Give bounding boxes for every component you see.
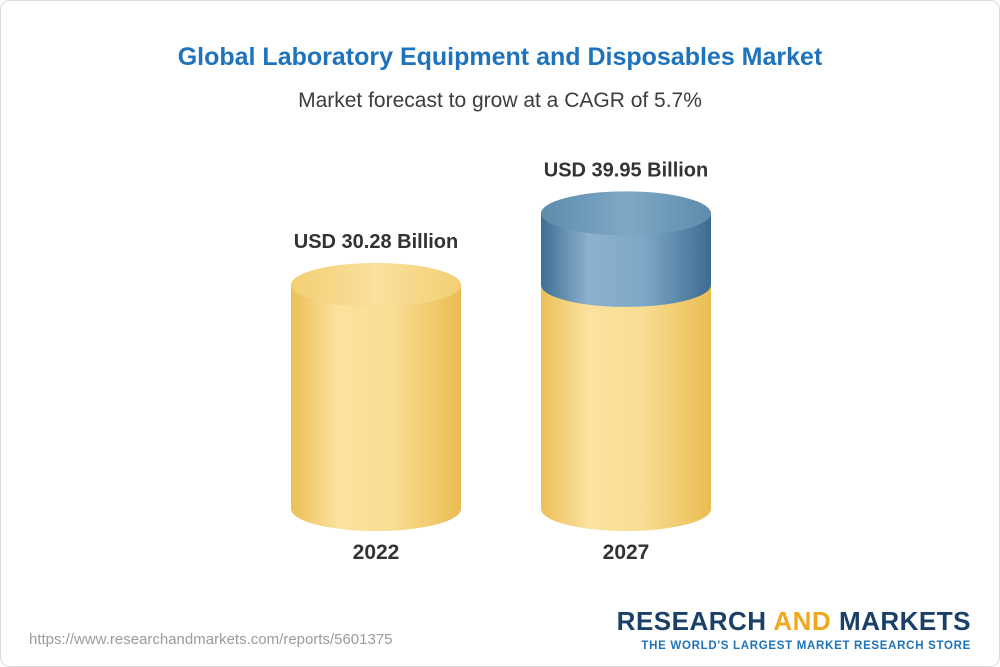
cylinder-2022 (291, 262, 461, 531)
value-label-2027: USD 39.95 Billion (544, 159, 709, 181)
logo-wordmark: RESEARCH AND MARKETS (617, 606, 971, 637)
value-label-2022: USD 30.28 Billion (294, 231, 459, 253)
cylinder-2027 (541, 191, 711, 531)
year-label-2022: 2022 (353, 541, 400, 564)
cylinder-bar-chart-svg: USD 30.28 Billion 2022 USD 39.95 Billion 20… (291, 159, 711, 564)
chart-header: Global Laboratory Equipment and Disposab… (1, 43, 999, 113)
year-label-2027: 2027 (603, 541, 650, 564)
report-url-link[interactable]: https://www.researchandmarkets.com/repor… (29, 631, 393, 648)
chart-title: Global Laboratory Equipment and Disposab… (177, 43, 823, 71)
cylinder-bar-chart: USD 30.28 Billion 2022 USD 39.95 Billion 20… (1, 139, 999, 599)
logo-word-research: RESEARCH (616, 606, 767, 636)
logo-word-markets: MARKETS (838, 606, 971, 636)
card-footer: https://www.researchandmarkets.com/repor… (29, 606, 971, 652)
researchandmarkets-logo: RESEARCH AND MARKETS THE WORLD'S LARGEST… (617, 606, 971, 652)
logo-tagline: THE WORLD'S LARGEST MARKET RESEARCH STOR… (641, 640, 971, 652)
logo-word-and: AND (773, 606, 832, 636)
chart-subtitle: Market forecast to grow at a CAGR of 5.7… (298, 89, 702, 112)
